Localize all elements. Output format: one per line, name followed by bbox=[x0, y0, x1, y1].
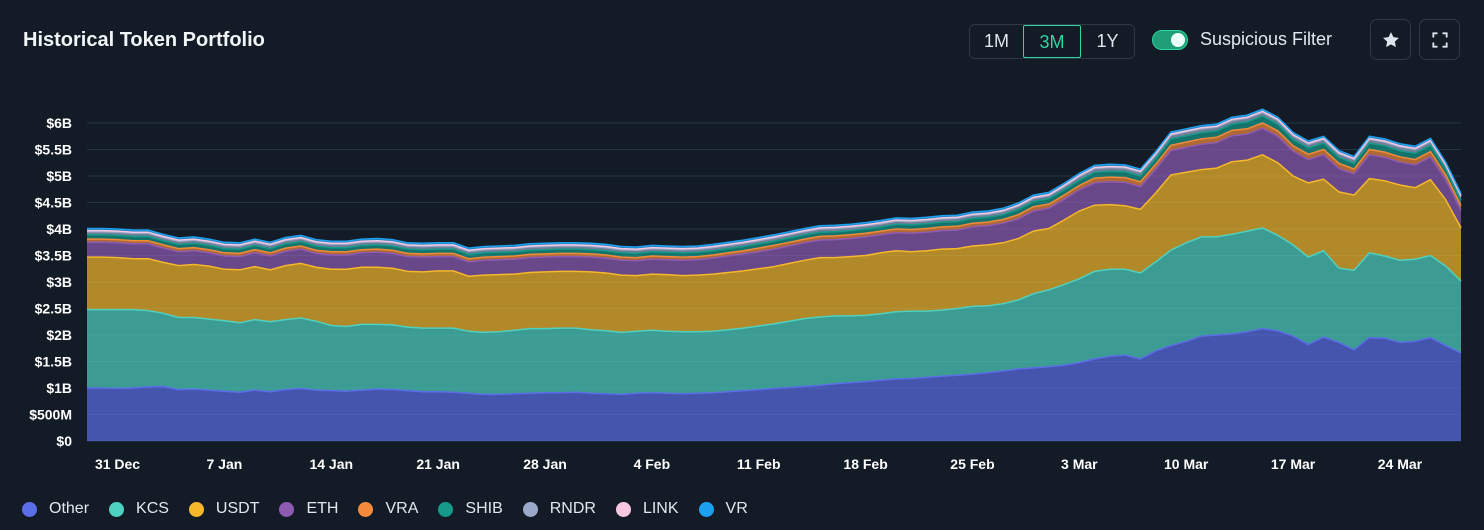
legend-item-usdt[interactable]: USDT bbox=[188, 500, 260, 518]
portfolio-area-chart: $0 $500M $1B $1.5B $2B $2.5B $3B $3.5B $4B $4.5B $… bbox=[29, 108, 1462, 472]
line-other bbox=[87, 327, 1462, 396]
chart-lines bbox=[87, 108, 1462, 396]
fullscreen-icon bbox=[1431, 31, 1448, 48]
legend-item-vra[interactable]: VRA bbox=[358, 500, 418, 518]
legend-swatch bbox=[109, 501, 125, 517]
legend-label: Other bbox=[49, 500, 90, 517]
fullscreen-button[interactable] bbox=[1419, 19, 1460, 60]
range-3m-button[interactable]: 3M bbox=[1023, 25, 1081, 58]
legend-label: RNDR bbox=[549, 500, 596, 517]
x-axis-ticks: 31 Dec 7 Jan 14 Jan 21 Jan 28 Jan 4 Feb 11 Feb… bbox=[95, 456, 1423, 472]
y-tick-label: $4.5B bbox=[35, 195, 72, 211]
area-usdt bbox=[87, 154, 1461, 333]
legend-swatch bbox=[438, 501, 454, 517]
legend-item-rndr[interactable]: RNDR bbox=[522, 500, 596, 518]
suspicious-filter-toggle[interactable] bbox=[1152, 29, 1188, 50]
star-icon bbox=[1382, 31, 1399, 47]
x-tick-label: 10 Mar bbox=[1164, 456, 1209, 472]
legend-swatch bbox=[698, 501, 714, 517]
line-rndr bbox=[87, 111, 1462, 253]
range-1m-button[interactable]: 1M bbox=[983, 31, 1009, 51]
legend-label: LINK bbox=[642, 500, 679, 517]
y-tick-label: $4B bbox=[46, 221, 72, 237]
legend-item-shib[interactable]: SHIB bbox=[438, 500, 503, 518]
y-tick-label: $2B bbox=[46, 327, 72, 343]
legend-label: KCS bbox=[136, 500, 169, 517]
suspicious-filter-label: Suspicious Filter bbox=[1200, 29, 1333, 49]
x-tick-label: 4 Feb bbox=[634, 456, 671, 472]
legend-label: USDT bbox=[215, 500, 260, 517]
x-tick-label: 3 Mar bbox=[1061, 456, 1098, 472]
y-tick-label: $1B bbox=[46, 380, 72, 396]
line-usdt bbox=[87, 153, 1462, 277]
x-tick-label: 18 Feb bbox=[843, 456, 887, 472]
suspicious-filter: Suspicious Filter bbox=[1152, 29, 1332, 50]
legend-item-vr[interactable]: VR bbox=[698, 500, 748, 518]
x-tick-label: 11 Feb bbox=[737, 456, 781, 472]
x-tick-label: 31 Dec bbox=[95, 456, 140, 472]
y-tick-label: $0 bbox=[56, 433, 72, 449]
y-tick-label: $500M bbox=[29, 407, 72, 423]
range-selector: 1M 3M 1Y bbox=[969, 24, 1135, 59]
legend-item-other[interactable]: Other bbox=[22, 500, 89, 518]
legend-item-eth[interactable]: ETH bbox=[279, 500, 338, 518]
legend-label: SHIB bbox=[465, 500, 503, 517]
y-tick-label: $3.5B bbox=[35, 248, 72, 264]
y-tick-label: $6B bbox=[46, 115, 72, 131]
favorite-button[interactable] bbox=[1370, 19, 1411, 60]
toggle-knob bbox=[1171, 32, 1185, 47]
legend-swatch bbox=[279, 501, 295, 517]
y-tick-label: $1.5B bbox=[35, 354, 72, 370]
legend-label: ETH bbox=[306, 500, 339, 517]
line-vra bbox=[87, 122, 1462, 260]
legend-item-link[interactable]: LINK bbox=[615, 500, 679, 518]
chart-legend: Other KCS USDT ETH VRA SHIB RNDR LINK VR bbox=[22, 500, 768, 518]
area-eth bbox=[87, 128, 1461, 277]
legend-swatch bbox=[188, 501, 204, 517]
line-shib bbox=[87, 115, 1462, 256]
legend-item-kcs[interactable]: KCS bbox=[109, 500, 169, 518]
line-vr bbox=[87, 108, 1462, 249]
legend-swatch bbox=[615, 501, 631, 517]
y-tick-label: $2.5B bbox=[35, 301, 72, 317]
y-tick-label: $5B bbox=[46, 168, 72, 184]
page-title: Historical Token Portfolio bbox=[23, 29, 265, 51]
chart-areas bbox=[87, 109, 1461, 441]
y-tick-label: $3B bbox=[46, 274, 72, 290]
legend-swatch bbox=[358, 501, 374, 517]
x-tick-label: 17 Mar bbox=[1271, 456, 1316, 472]
x-tick-label: 7 Jan bbox=[206, 456, 242, 472]
x-tick-label: 21 Jan bbox=[416, 456, 460, 472]
x-tick-label: 28 Jan bbox=[523, 456, 567, 472]
range-1y-button[interactable]: 1Y bbox=[1096, 31, 1119, 51]
y-axis-ticks: $0 $500M $1B $1.5B $2B $2.5B $3B $3.5B $4B $4.5B $… bbox=[29, 115, 72, 449]
y-tick-label: $5.5B bbox=[35, 142, 72, 158]
x-tick-label: 14 Jan bbox=[309, 456, 353, 472]
area-other bbox=[87, 328, 1461, 441]
line-link bbox=[87, 110, 1462, 251]
legend-label: VRA bbox=[385, 500, 419, 517]
legend-swatch bbox=[522, 501, 538, 517]
x-tick-label: 25 Feb bbox=[950, 456, 994, 472]
line-eth bbox=[87, 127, 1462, 263]
line-kcs bbox=[87, 227, 1462, 334]
legend-swatch bbox=[22, 501, 37, 517]
legend-label: VR bbox=[725, 500, 748, 517]
x-tick-label: 24 Mar bbox=[1378, 456, 1423, 472]
